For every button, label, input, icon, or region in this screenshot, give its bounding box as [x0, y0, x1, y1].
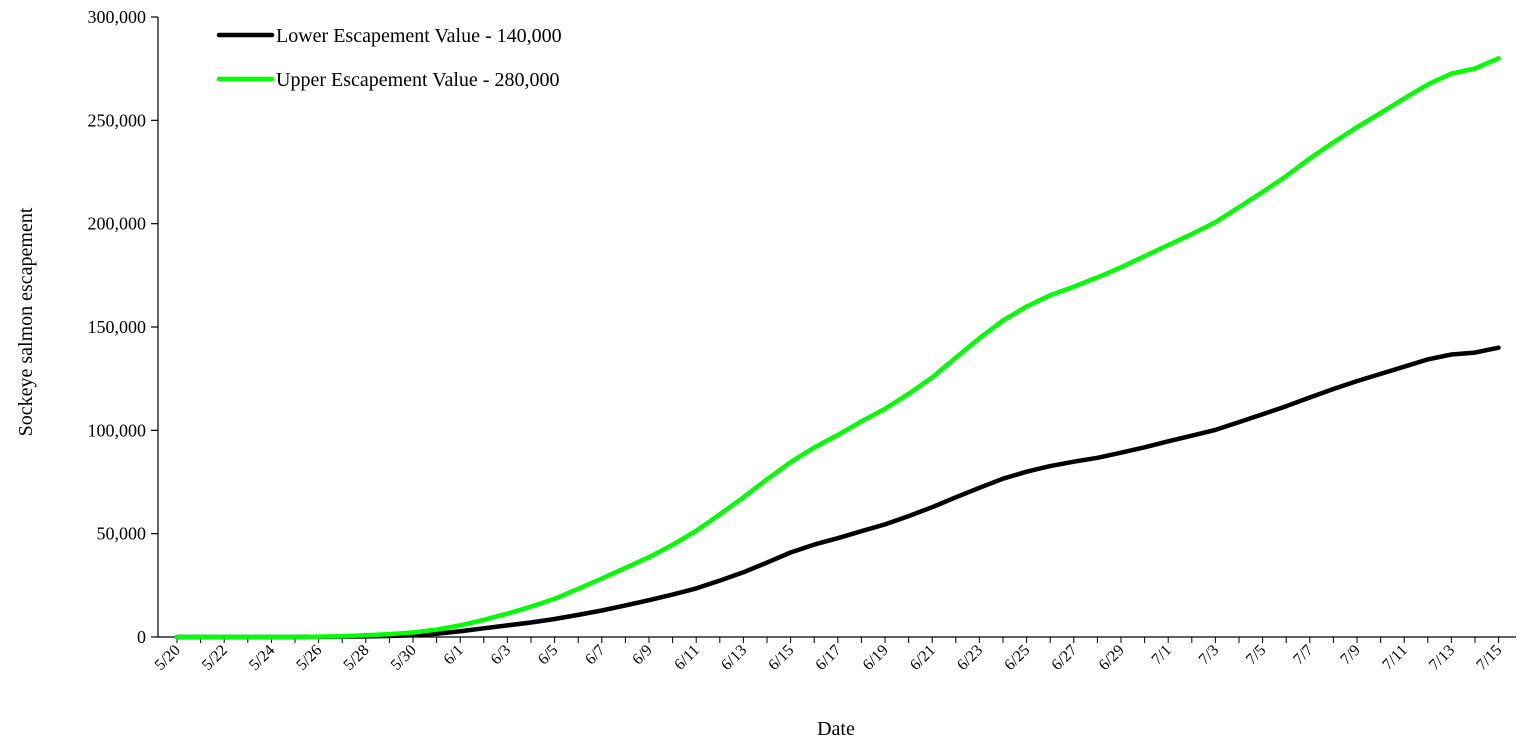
legend-label-0: Lower Escapement Value - 140,000: [276, 25, 562, 47]
x-axis-title: Date: [817, 718, 855, 740]
series-line-0: [174, 345, 1501, 640]
y-tick-label: 200,000: [88, 214, 147, 234]
x-tick-label: 7/11: [1379, 642, 1411, 674]
x-tick-label: 5/28: [340, 642, 372, 674]
y-axis-title: Sockeye salmon escapement: [15, 207, 37, 436]
x-tick-label: 5/20: [152, 642, 184, 674]
y-tick-label: 50,000: [97, 524, 147, 544]
x-tick-label: 6/29: [1096, 642, 1128, 674]
x-tick-label: 7/9: [1337, 642, 1363, 668]
x-tick-label: 6/1: [441, 642, 467, 668]
x-tick-label: 6/5: [535, 642, 561, 668]
x-tick-label: 7/13: [1426, 642, 1458, 674]
series-layer: [174, 56, 1501, 640]
x-tick-label: 5/22: [199, 642, 231, 674]
x-tick-label: 7/5: [1243, 642, 1269, 668]
x-tick-label: 6/23: [954, 642, 986, 674]
x-tick-label: 7/7: [1290, 642, 1316, 668]
x-tick-label: 5/30: [388, 642, 420, 674]
legend: Lower Escapement Value - 140,000 Upper Es…: [216, 25, 562, 91]
y-tick-label: 0: [137, 627, 146, 647]
y-axis: 0 50,000 100,000 150,000 200,000 250,000 300,0…: [88, 7, 159, 647]
y-tick-label: 100,000: [88, 420, 147, 440]
x-tick-label: 6/27: [1048, 642, 1080, 674]
y-tick-label: 300,000: [88, 7, 147, 27]
series-line-1: [174, 56, 1501, 640]
y-tick-label: 250,000: [88, 110, 147, 130]
x-tick-label: 6/3: [488, 642, 514, 668]
x-tick-label: 6/11: [671, 642, 703, 674]
x-tick-label: 6/19: [860, 642, 892, 674]
x-tick-label: 6/7: [582, 642, 608, 668]
x-tick-label: 6/13: [718, 642, 750, 674]
x-tick-label: 6/9: [629, 642, 655, 668]
x-tick-label: 5/24: [246, 642, 278, 674]
x-tick-label: 5/26: [293, 642, 325, 674]
x-tick-label: 6/25: [1001, 642, 1033, 674]
x-tick-label: 6/15: [765, 642, 797, 674]
y-tick-label: 150,000: [88, 317, 147, 337]
x-tick-label: 7/1: [1149, 642, 1175, 668]
x-tick-label: 7/15: [1473, 642, 1505, 674]
x-tick-label: 6/17: [812, 642, 844, 674]
legend-label-1: Upper Escapement Value - 280,000: [276, 69, 559, 91]
x-tick-label: 6/21: [907, 642, 939, 674]
x-tick-label: 7/3: [1196, 642, 1222, 668]
x-axis: 5/20 5/22 5/24 5/26 5/28 5/30 6/1 6/3 6/5 6/7 6/9 6…: [152, 636, 1516, 674]
